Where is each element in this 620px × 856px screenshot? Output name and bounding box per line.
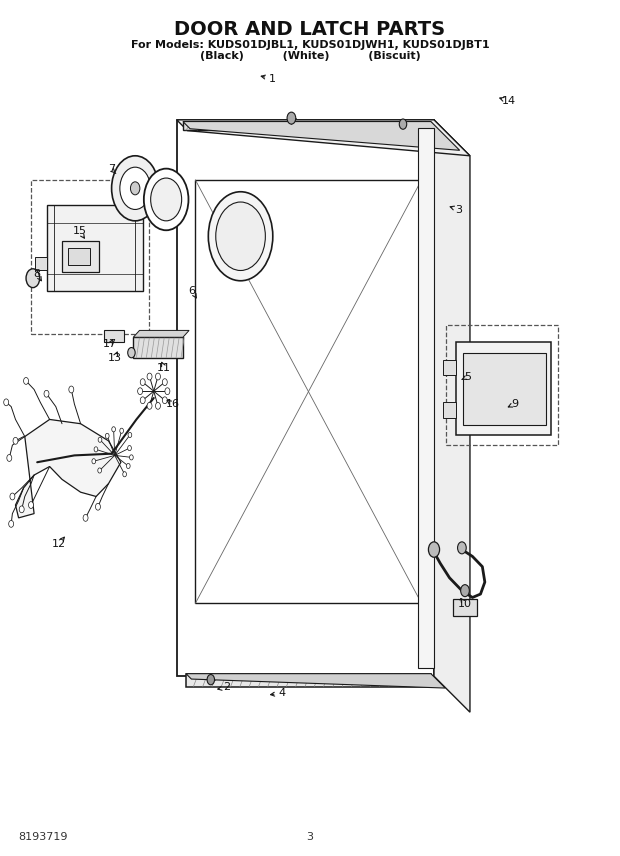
Text: 14: 14 [502, 96, 515, 106]
Text: 7: 7 [108, 164, 115, 175]
Circle shape [151, 178, 182, 221]
Circle shape [83, 514, 88, 521]
Circle shape [130, 455, 133, 460]
Polygon shape [62, 241, 99, 272]
Circle shape [140, 397, 145, 404]
Circle shape [112, 427, 115, 432]
Text: 2: 2 [223, 682, 230, 693]
Polygon shape [177, 120, 434, 676]
Circle shape [461, 585, 469, 597]
Circle shape [94, 447, 98, 452]
Circle shape [165, 388, 170, 395]
Text: 1: 1 [269, 74, 277, 84]
Circle shape [208, 192, 273, 281]
Circle shape [123, 472, 126, 477]
Text: 3: 3 [455, 205, 463, 215]
Circle shape [162, 378, 167, 385]
Polygon shape [186, 674, 431, 687]
Circle shape [92, 459, 95, 464]
Circle shape [147, 373, 152, 380]
Circle shape [112, 156, 159, 221]
Circle shape [13, 437, 18, 444]
Circle shape [458, 542, 466, 554]
Circle shape [44, 390, 49, 397]
Circle shape [26, 269, 40, 288]
Circle shape [69, 386, 74, 393]
Circle shape [156, 402, 161, 409]
Circle shape [399, 119, 407, 129]
Polygon shape [456, 342, 551, 435]
Circle shape [120, 428, 123, 433]
Circle shape [138, 388, 143, 395]
Text: 17: 17 [104, 339, 117, 349]
Circle shape [130, 181, 140, 195]
Circle shape [287, 112, 296, 124]
Polygon shape [186, 674, 445, 688]
Circle shape [19, 506, 24, 513]
Polygon shape [104, 330, 124, 342]
Polygon shape [195, 180, 422, 603]
Text: 3: 3 [306, 832, 314, 842]
Polygon shape [443, 360, 456, 375]
Circle shape [207, 675, 215, 685]
Text: 10: 10 [458, 599, 472, 609]
Polygon shape [443, 402, 456, 418]
Text: eReplacementParts.com: eReplacementParts.com [234, 447, 386, 461]
Circle shape [98, 437, 102, 443]
Circle shape [216, 202, 265, 270]
Text: 8193719: 8193719 [19, 832, 68, 842]
Polygon shape [133, 330, 189, 337]
Circle shape [128, 445, 131, 450]
Text: 12: 12 [52, 538, 66, 549]
Circle shape [126, 463, 130, 468]
Circle shape [9, 520, 14, 527]
Polygon shape [177, 120, 470, 156]
Polygon shape [418, 128, 434, 668]
Polygon shape [463, 353, 546, 425]
Circle shape [95, 503, 100, 510]
Polygon shape [68, 248, 90, 265]
Text: 13: 13 [108, 353, 122, 363]
Circle shape [10, 493, 15, 500]
Polygon shape [46, 205, 143, 291]
Text: For Models: KUDS01DJBL1, KUDS01DJWH1, KUDS01DJBT1: For Models: KUDS01DJBL1, KUDS01DJWH1, KU… [131, 39, 489, 50]
Text: 9: 9 [511, 399, 518, 409]
Circle shape [128, 348, 135, 358]
Polygon shape [183, 122, 431, 130]
Text: 4: 4 [278, 688, 286, 698]
Polygon shape [35, 257, 46, 270]
Circle shape [7, 455, 12, 461]
Text: 5: 5 [464, 372, 472, 382]
Circle shape [140, 378, 145, 385]
Polygon shape [16, 419, 121, 518]
Text: (Black)          (White)          (Biscuit): (Black) (White) (Biscuit) [200, 51, 420, 62]
Circle shape [98, 468, 102, 473]
Circle shape [428, 542, 440, 557]
Circle shape [4, 399, 9, 406]
Polygon shape [133, 337, 183, 358]
Circle shape [29, 502, 33, 508]
Text: 11: 11 [157, 363, 171, 373]
Polygon shape [434, 120, 470, 712]
Polygon shape [183, 122, 459, 151]
Text: 15: 15 [73, 226, 86, 236]
Text: 8: 8 [33, 269, 41, 279]
Circle shape [24, 377, 29, 384]
Circle shape [128, 432, 132, 437]
Circle shape [147, 402, 152, 409]
Text: 16: 16 [166, 399, 179, 409]
Circle shape [156, 373, 161, 380]
Text: 6: 6 [188, 286, 196, 296]
Circle shape [162, 397, 167, 404]
Circle shape [144, 169, 188, 230]
Text: DOOR AND LATCH PARTS: DOOR AND LATCH PARTS [174, 20, 446, 39]
Polygon shape [453, 599, 477, 616]
Circle shape [120, 167, 151, 210]
Circle shape [105, 433, 109, 438]
